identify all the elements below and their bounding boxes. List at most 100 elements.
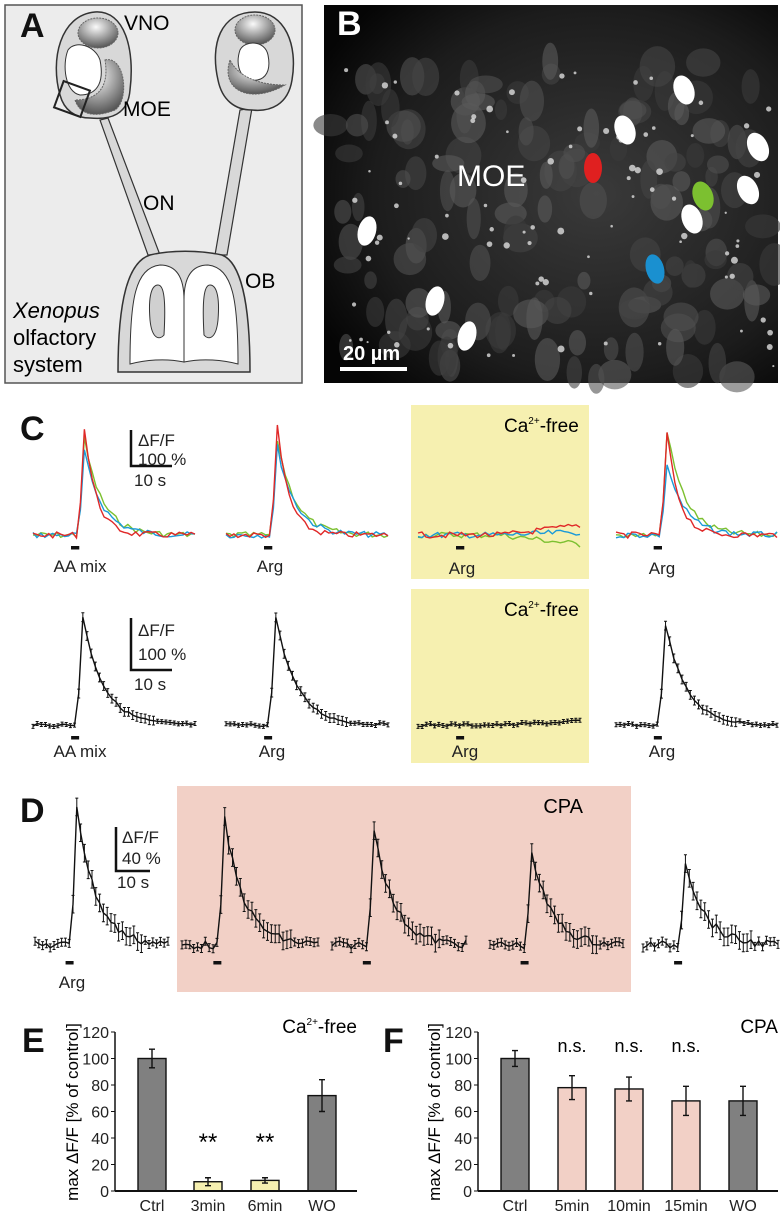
bright-spot [656,168,663,175]
cell [335,145,363,163]
y-tick-label: 120 [82,1025,109,1042]
bright-spot [652,126,656,130]
cell [742,69,760,104]
bright-spot [489,227,493,231]
scale-bar-d: ΔF/F 40 % 10 s [116,827,161,892]
cell [395,170,410,188]
bright-spot [754,172,760,178]
cell [567,356,582,388]
cell [542,43,558,80]
cell [366,297,384,327]
bright-spot [633,80,638,85]
cell [313,114,348,136]
bright-spot [470,118,475,123]
y-tick-label: 60 [91,1105,109,1122]
cell [619,299,651,319]
cell [412,58,439,96]
bright-spot [487,353,491,357]
bright-spot [527,241,531,245]
trace-red [616,432,777,538]
bright-spot [366,256,372,262]
bright-spot [643,132,648,137]
svg-text:40 %: 40 % [122,849,161,868]
cell [683,260,697,288]
bright-spot [352,198,357,203]
panel-label-e: E [22,1022,45,1060]
bar-5min [558,1088,586,1191]
bright-spot [569,145,573,149]
cell [535,338,560,381]
svg-text:Ca2+-free: Ca2+-free [504,600,579,621]
caption-line-3: system [13,352,83,377]
y-tick-label: 20 [454,1158,472,1175]
stimulus-bar [71,736,79,740]
significance-label: n.s. [557,1036,586,1056]
bright-spot [487,241,493,247]
error-bar [303,693,306,702]
error-bar [119,704,122,713]
cell [540,162,553,189]
svg-text:100 %: 100 % [138,645,186,664]
label-on: ON [143,192,175,215]
error-bar [719,922,722,940]
bright-spot [435,155,439,159]
bright-spot [730,274,735,279]
mean-trace [616,626,777,727]
bright-spot [629,165,636,172]
stimulus-bar [654,736,662,740]
bright-spot [349,339,352,342]
figure: A VNO MOE ON OB Xenopus olfactory system… [0,0,780,1215]
bright-spot [407,237,409,239]
trace-green [616,433,777,538]
stimulus-bar [456,736,464,740]
trace-blue [226,444,388,538]
stim-label: AA mix [54,557,107,576]
bright-spot [603,128,609,134]
scale-bar [340,367,407,371]
bright-spot [394,80,397,83]
cell [588,364,604,394]
significance-label: ** [256,1129,275,1156]
bright-spot [658,342,661,345]
error-bar [693,696,696,705]
cell [640,46,676,87]
error-bar [308,699,311,708]
cell [489,316,511,353]
bright-spot [530,225,535,230]
bright-spot [547,158,554,165]
cell [538,195,553,222]
significance-label: ** [199,1129,218,1156]
bright-spot [394,203,399,208]
bright-spot [512,354,515,357]
error-bar [299,687,302,696]
svg-text:Ca2+-free: Ca2+-free [282,1017,357,1038]
x-tick-label: Ctrl [140,1198,165,1215]
svg-text:10 s: 10 s [134,471,166,490]
bright-spot [679,240,682,243]
cell [346,114,368,137]
bright-spot [523,231,526,234]
bright-spot [448,343,454,349]
bright-spot [392,134,397,139]
svg-text:10 s: 10 s [134,675,166,694]
cell [381,89,400,127]
svg-text:10 s: 10 s [117,873,149,892]
bright-spot [699,101,704,106]
bright-spot [691,134,694,137]
x-tick-label: 6min [248,1198,283,1215]
bright-spot [725,275,728,278]
y-tick-label: 40 [454,1131,472,1148]
stim-label: AA mix [54,742,107,761]
bright-spot [627,176,631,180]
bright-spot [486,106,493,113]
bright-spot [484,204,487,207]
stim-label: Arg [449,559,475,578]
bright-spot [725,212,727,214]
stim-label: Arg [649,742,675,761]
label-vno: VNO [124,12,170,35]
error-bar [715,915,718,933]
cell [352,193,365,221]
bright-spot [359,338,363,342]
y-tick-label: 40 [91,1131,109,1148]
stimulus-bar [264,736,272,740]
